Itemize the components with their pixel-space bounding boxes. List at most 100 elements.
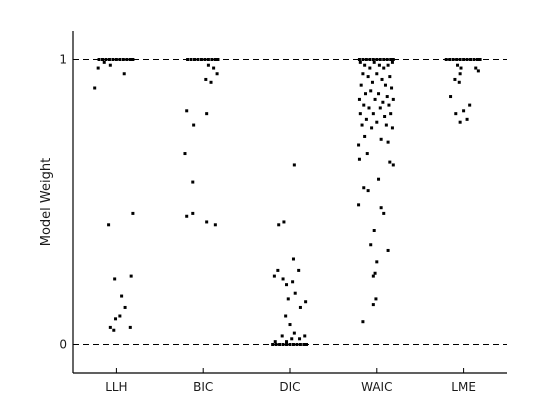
x-tick-label-waic: WAIC [361,380,392,394]
point-waic [363,63,367,67]
point-waic [367,106,371,110]
point-dic [293,291,297,295]
reference-lines [73,59,507,345]
point-waic [391,58,395,61]
point-bic [209,80,213,84]
point-lme [458,72,462,76]
point-waic [390,86,394,90]
point-lme [469,58,473,61]
point-llh [96,66,100,70]
data-points [93,58,482,346]
point-waic [369,89,373,93]
point-bic [191,211,195,215]
point-waic [364,58,368,61]
point-waic [366,75,370,79]
point-lme [475,58,479,61]
point-llh [131,211,135,215]
point-bic [192,123,196,127]
point-lme [465,117,469,121]
point-waic [364,117,368,121]
point-dic [288,323,292,327]
point-dic [281,277,285,281]
point-waic [357,157,361,161]
point-waic [358,60,362,64]
point-waic [381,100,385,104]
point-waic [375,72,379,76]
point-dic [285,340,289,344]
point-lme [474,66,478,70]
point-llh [113,277,117,281]
point-waic [358,112,362,116]
x-tick-label-bic: BIC [193,380,213,394]
point-waic [359,83,363,87]
point-dic [303,334,307,338]
point-waic [386,140,390,144]
point-waic [377,92,381,96]
point-bic [213,58,217,61]
point-dic [280,334,284,338]
point-bic [185,214,189,218]
point-waic [383,115,387,118]
point-waic [378,106,382,110]
point-llh [101,58,105,61]
point-dic [304,300,308,304]
point-dic [291,343,295,346]
point-waic [390,60,394,64]
point-llh [122,72,126,76]
point-waic [390,126,394,130]
point-waic [369,243,373,247]
point-lme [458,120,462,124]
point-llh [111,58,115,61]
point-waic [375,120,379,124]
point-bic [205,220,209,224]
y-axis-label: Model Weight [39,158,54,246]
point-dic [273,340,277,344]
point-llh [108,325,112,329]
point-bic [204,77,208,81]
point-bic [191,180,195,184]
point-waic [391,97,395,101]
point-waic [374,297,378,301]
point-bic [189,58,193,61]
point-bic [216,58,220,61]
point-waic [389,112,393,116]
point-waic [360,123,364,127]
point-lme [453,77,457,81]
point-waic [384,123,388,127]
point-llh [108,63,112,67]
point-bic [206,58,210,61]
point-dic [295,343,299,346]
point-bic [212,66,216,70]
point-llh [93,86,97,90]
point-waic [363,134,367,138]
point-waic [365,152,369,156]
point-waic [357,97,361,101]
point-waic [382,211,386,215]
point-waic [368,58,372,61]
y-tick-label: 0 [59,338,67,352]
point-dic [290,337,294,341]
point-llh [112,328,116,332]
point-dic [277,223,281,227]
point-lme [457,80,461,84]
point-waic [383,83,387,87]
point-waic [379,206,383,210]
point-lme [451,58,455,61]
point-dic [298,343,302,346]
point-waic [361,320,365,324]
point-waic [373,271,377,275]
point-llh [131,58,135,61]
point-dic [292,331,296,335]
axes [72,31,507,374]
point-waic [382,58,386,61]
point-waic [372,229,376,232]
point-dic [285,343,289,346]
point-lme [462,109,466,113]
point-dic [298,305,302,309]
point-llh [104,58,108,61]
point-waic [391,163,395,167]
point-bic [193,58,197,61]
point-bic [196,58,200,61]
point-dic [304,343,308,346]
point-llh [114,58,118,61]
